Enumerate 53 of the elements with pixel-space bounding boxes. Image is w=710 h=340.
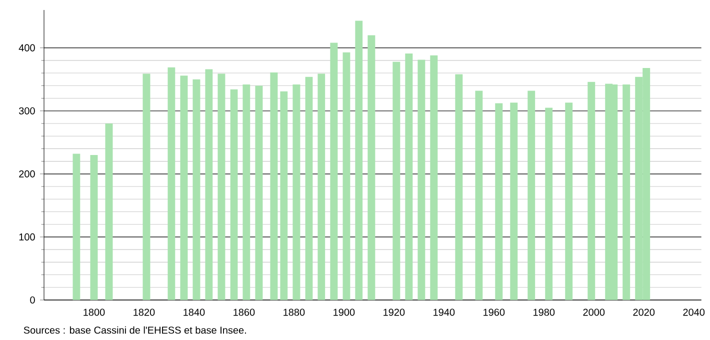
- bar: [292, 84, 300, 300]
- bar: [545, 108, 553, 300]
- x-tick-label: 2020: [633, 308, 655, 316]
- bar: [392, 62, 400, 300]
- x-tick-label: 2000: [583, 308, 605, 316]
- x-tick-label: 1960: [484, 308, 505, 316]
- bar: [528, 90, 536, 300]
- bar: [430, 55, 438, 300]
- bar: [342, 52, 350, 300]
- bar: [230, 89, 238, 300]
- bar: [242, 84, 250, 300]
- bar: [418, 60, 426, 300]
- y-tick-label: 200: [19, 170, 35, 178]
- source-note: Sources : base Cassini de l'EHESS et base Insee.: [24, 326, 246, 334]
- x-tick-label: 1920: [384, 308, 405, 316]
- bar: [168, 67, 176, 300]
- x-tick-label: 1940: [434, 308, 455, 316]
- y-tick-label: 300: [18, 107, 35, 114]
- bar: [622, 84, 630, 300]
- bar: [405, 54, 413, 300]
- bar: [105, 123, 113, 300]
- y-tick-label: 100: [19, 233, 35, 241]
- bar: [565, 102, 573, 300]
- bar: [305, 76, 313, 300]
- x-tick-label: 2040: [683, 308, 705, 316]
- x-tick-label: 1880: [284, 308, 305, 316]
- bar: [280, 91, 288, 300]
- bar: [218, 74, 226, 300]
- x-tick-label: 1820: [134, 308, 155, 316]
- y-tick-label: 0: [30, 296, 35, 304]
- x-tick-label: 1840: [184, 308, 205, 316]
- bar: [180, 76, 188, 300]
- x-tick-label: 1900: [334, 308, 355, 316]
- x-tick-label: 1860: [234, 308, 255, 316]
- bar: [368, 35, 376, 300]
- bar: [495, 103, 503, 300]
- bar: [455, 74, 463, 300]
- bar: [142, 74, 150, 300]
- bar: [355, 20, 363, 300]
- bar: [270, 72, 278, 300]
- bar: [318, 74, 326, 300]
- x-tick-label: 1980: [534, 308, 555, 316]
- bar: [72, 154, 80, 300]
- bar: [192, 79, 200, 300]
- bar: [205, 69, 213, 300]
- bar: [330, 42, 338, 300]
- x-tick-label: 1800: [84, 308, 105, 316]
- bar: [90, 155, 98, 300]
- y-tick-label: 400: [18, 44, 35, 52]
- bar: [475, 90, 483, 300]
- bar: [588, 82, 596, 300]
- bar: [510, 102, 518, 300]
- bar: [255, 86, 263, 300]
